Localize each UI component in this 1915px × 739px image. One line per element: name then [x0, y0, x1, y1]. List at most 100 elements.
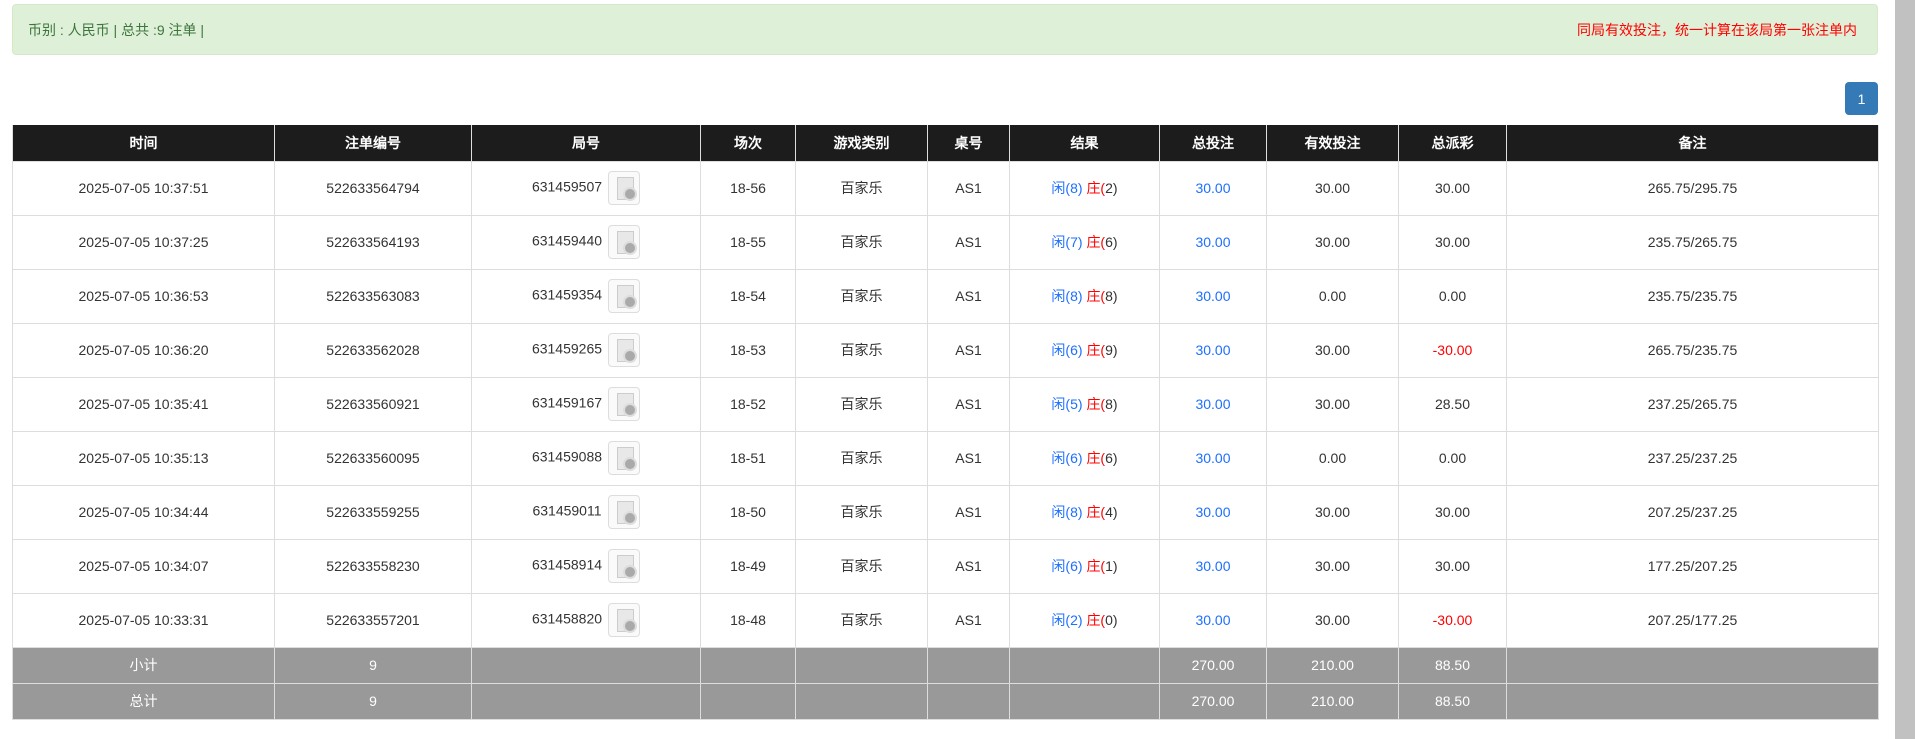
bet-records-table: 时间 注单编号 局号 场次 游戏类别 桌号 结果 总投注 有效投注 总派彩 备注 2025-07-0… [12, 125, 1879, 720]
table-number-cell: AS1 [927, 322, 1010, 378]
column-header: 桌号 [927, 125, 1010, 162]
column-header: 总投注 [1159, 125, 1267, 162]
bet-id-cell: 522633557201 [274, 592, 472, 648]
valid-bet-cell: 0.00 [1266, 268, 1399, 324]
payout-cell: 0.00 [1398, 430, 1507, 486]
video-replay-icon[interactable] [608, 225, 641, 259]
banker-result: 庄(4) [1086, 504, 1118, 520]
valid-bet-cell: 30.00 [1266, 376, 1399, 432]
total-bet-cell: 30.00 [1159, 430, 1267, 486]
total-bet-cell: 30.00 [1159, 376, 1267, 432]
video-replay-icon[interactable] [608, 441, 641, 475]
result-cell: 闲(7) 庄(6) [1009, 214, 1160, 270]
round-number: 631459507 [531, 178, 603, 195]
total-bet-cell: 30.00 [1159, 160, 1267, 216]
bet-id-cell: 522633562028 [274, 322, 472, 378]
video-replay-icon[interactable] [608, 333, 641, 367]
session-cell: 18-52 [700, 376, 796, 432]
total-bet-cell: 30.00 [1159, 538, 1267, 594]
page-button-1[interactable]: 1 [1845, 82, 1878, 115]
video-replay-icon[interactable] [608, 279, 641, 313]
session-cell: 18-49 [700, 538, 796, 594]
round-number: 631458820 [531, 610, 603, 627]
game-type-cell: 百家乐 [795, 322, 928, 378]
player-result: 闲(2) [1051, 612, 1083, 628]
bet-id-cell: 522633559255 [274, 484, 472, 540]
column-header: 场次 [700, 125, 796, 162]
total-bet-cell: 30.00 [1159, 322, 1267, 378]
result-cell: 闲(8) 庄(8) [1009, 268, 1160, 324]
bet-id-cell: 522633563083 [274, 268, 472, 324]
round-number: 631459265 [531, 340, 603, 357]
payout-cell: -30.00 [1398, 322, 1507, 378]
round-number: 631459440 [531, 232, 603, 249]
video-replay-icon[interactable] [608, 387, 641, 421]
table-row: 2025-07-05 10:33:31 522633557201 631458820… [12, 592, 1879, 648]
result-cell: 闲(2) 庄(0) [1009, 592, 1160, 648]
empty-cell [795, 682, 928, 720]
column-header: 游戏类别 [795, 125, 928, 162]
round-number: 631459088 [531, 448, 603, 465]
session-cell: 18-55 [700, 214, 796, 270]
payout-cell: -30.00 [1398, 592, 1507, 648]
video-replay-icon[interactable] [608, 171, 641, 205]
count-cell: 9 [274, 646, 472, 684]
video-replay-icon[interactable] [608, 603, 641, 637]
game-type-cell: 百家乐 [795, 214, 928, 270]
valid-bet-cell: 30.00 [1266, 592, 1399, 648]
round-cell: 631459167 [471, 376, 701, 432]
bet-id-cell: 522633560921 [274, 376, 472, 432]
total-bet-cell: 270.00 [1159, 646, 1267, 684]
label-cell: 小计 [12, 646, 275, 684]
round-cell: 631459011 [471, 484, 701, 540]
label-cell: 总计 [12, 682, 275, 720]
table-row: 2025-07-05 10:34:44 522633559255 631459011… [12, 484, 1879, 540]
valid-bet-cell: 30.00 [1266, 322, 1399, 378]
time-cell: 2025-07-05 10:35:13 [12, 430, 275, 486]
total-bet-cell: 270.00 [1159, 682, 1267, 720]
empty-cell [1506, 646, 1879, 684]
table-number-cell: AS1 [927, 538, 1010, 594]
table-number-cell: AS1 [927, 160, 1010, 216]
notice-text: 同局有效投注，统一计算在该局第一张注单内 [1577, 21, 1857, 38]
empty-cell [471, 682, 701, 720]
result-cell: 闲(5) 庄(8) [1009, 376, 1160, 432]
game-type-cell: 百家乐 [795, 160, 928, 216]
session-cell: 18-56 [700, 160, 796, 216]
note-cell: 207.25/237.25 [1506, 484, 1879, 540]
note-cell: 235.75/265.75 [1506, 214, 1879, 270]
table-row: 2025-07-05 10:37:25 522633564193 631459440… [12, 214, 1879, 270]
round-number: 631459167 [531, 394, 603, 411]
table-number-cell: AS1 [927, 592, 1010, 648]
scrollbar[interactable] [1895, 0, 1915, 739]
result-cell: 闲(6) 庄(1) [1009, 538, 1160, 594]
column-header: 局号 [471, 125, 701, 162]
valid-bet-cell: 210.00 [1266, 682, 1399, 720]
time-cell: 2025-07-05 10:37:25 [12, 214, 275, 270]
bet-id-cell: 522633558230 [274, 538, 472, 594]
empty-cell [927, 682, 1010, 720]
round-cell: 631459440 [471, 214, 701, 270]
video-replay-icon[interactable] [607, 495, 640, 529]
player-result: 闲(7) [1051, 234, 1083, 250]
table-number-cell: AS1 [927, 484, 1010, 540]
time-cell: 2025-07-05 10:37:51 [12, 160, 275, 216]
subtotal-row: 小计 9 270.00 210.00 88.50 [12, 646, 1879, 684]
table-row: 2025-07-05 10:34:07 522633558230 631458914… [12, 538, 1879, 594]
empty-cell [1009, 646, 1160, 684]
total-bet-cell: 30.00 [1159, 484, 1267, 540]
video-replay-icon[interactable] [608, 549, 641, 583]
empty-cell [927, 646, 1010, 684]
round-cell: 631458914 [471, 538, 701, 594]
banker-result: 庄(9) [1086, 342, 1118, 358]
note-cell: 237.25/265.75 [1506, 376, 1879, 432]
note-cell: 235.75/235.75 [1506, 268, 1879, 324]
bet-id-cell: 522633564794 [274, 160, 472, 216]
banker-result: 庄(8) [1086, 288, 1118, 304]
table-row: 2025-07-05 10:35:13 522633560095 631459088… [12, 430, 1879, 486]
banker-result: 庄(1) [1086, 558, 1118, 574]
player-result: 闲(8) [1051, 180, 1083, 196]
result-cell: 闲(8) 庄(2) [1009, 160, 1160, 216]
empty-cell [1506, 682, 1879, 720]
column-header: 备注 [1506, 125, 1879, 162]
